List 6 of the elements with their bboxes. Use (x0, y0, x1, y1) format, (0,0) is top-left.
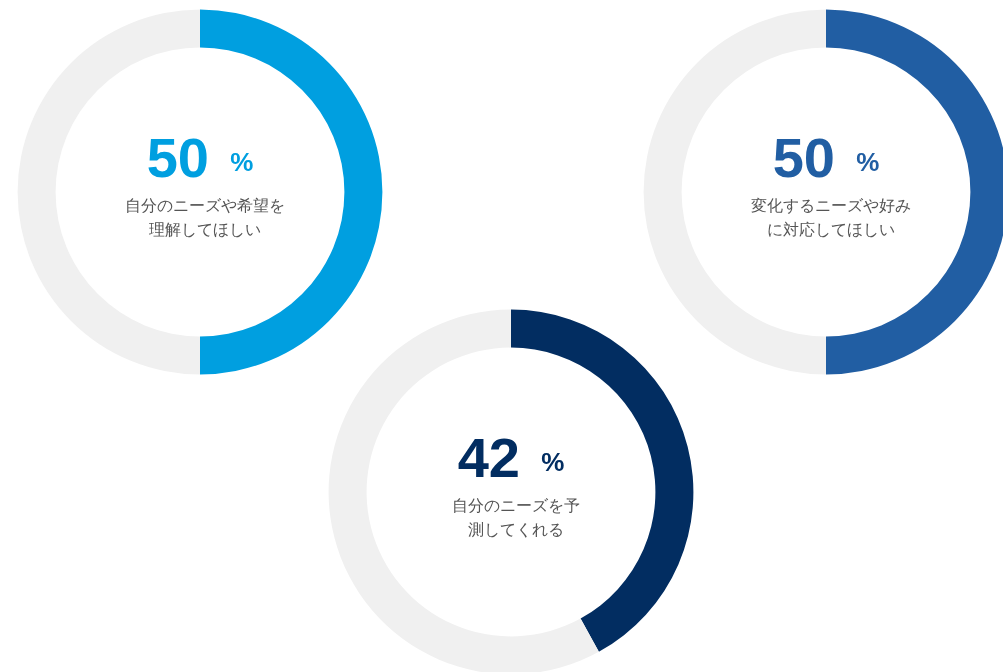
text: 変化するニーズや好みに対応してほしい (751, 195, 911, 239)
data-label: 42 % (457, 425, 565, 489)
data-label: 50 % (772, 125, 880, 189)
text: 自分のニーズを予測してくれる (452, 495, 580, 539)
text: 自分のニーズや希望を理解してほしい (125, 195, 285, 239)
data-label: 50 % (146, 125, 254, 189)
